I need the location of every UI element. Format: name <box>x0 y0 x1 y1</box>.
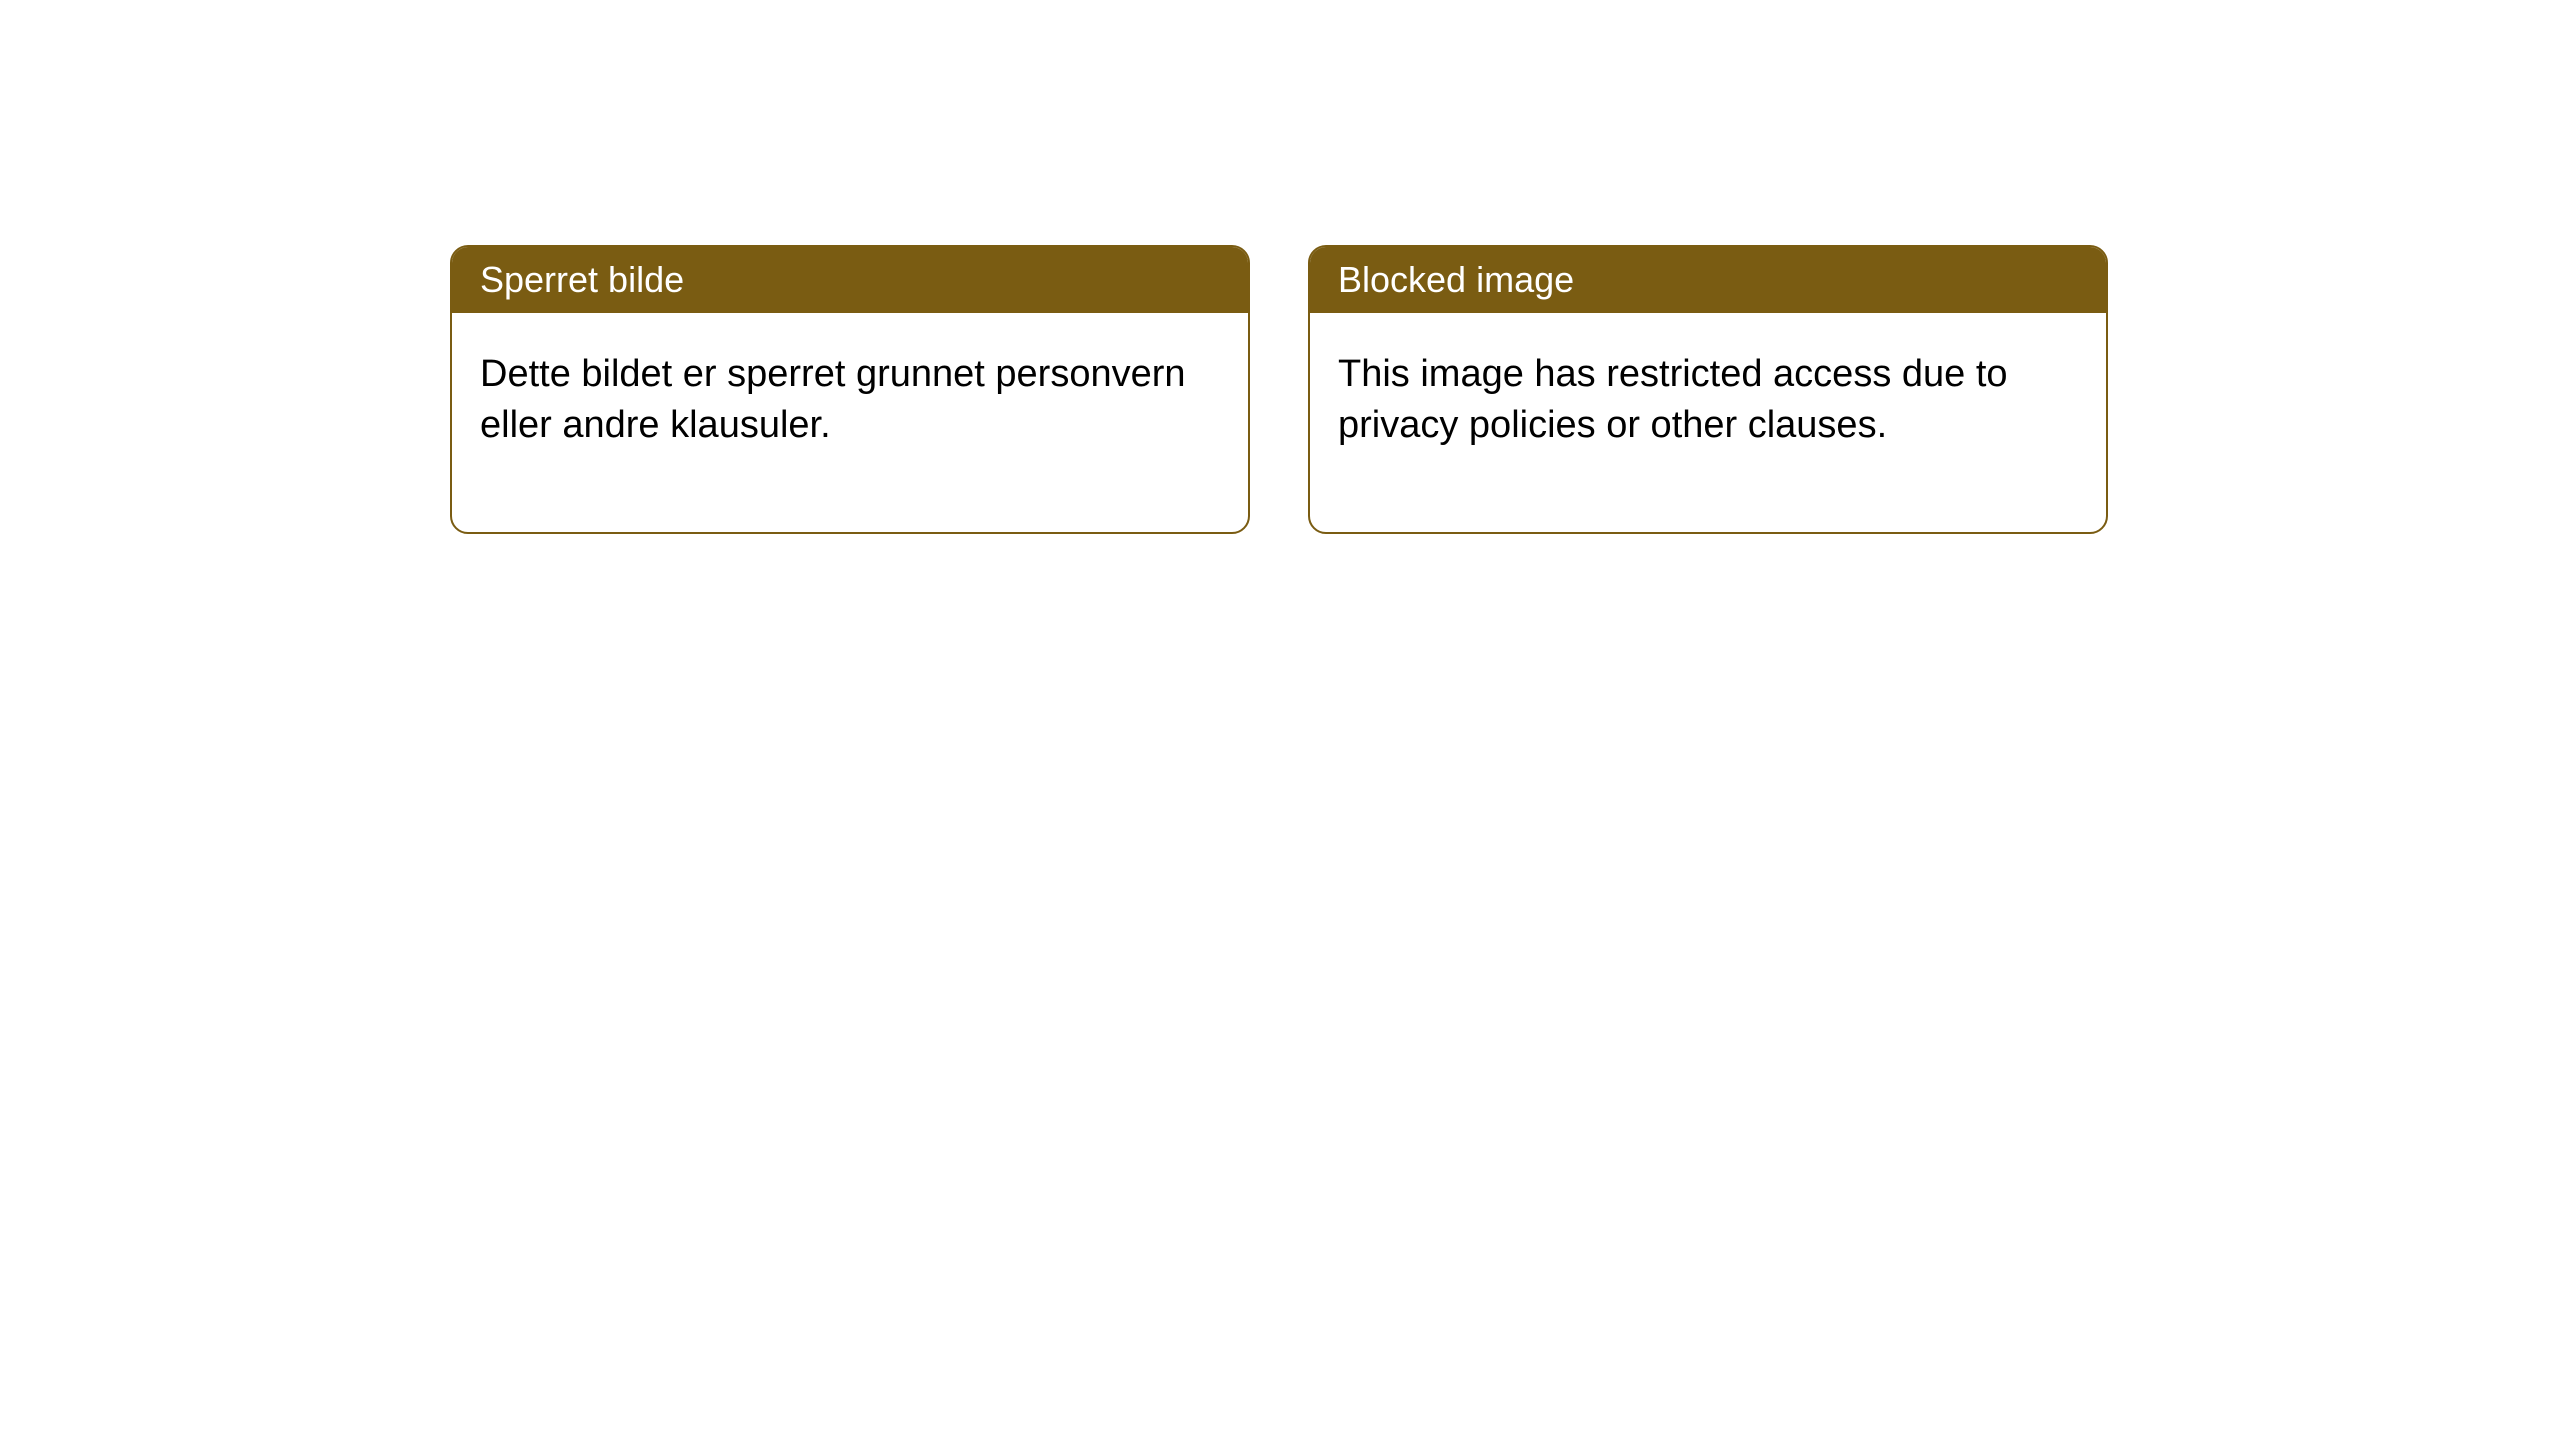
notice-title-norwegian: Sperret bilde <box>452 247 1248 313</box>
notice-body-norwegian: Dette bildet er sperret grunnet personve… <box>452 313 1248 532</box>
notice-body-english: This image has restricted access due to … <box>1310 313 2106 532</box>
notice-card-english: Blocked image This image has restricted … <box>1308 245 2108 534</box>
notice-container: Sperret bilde Dette bildet er sperret gr… <box>450 245 2108 534</box>
notice-card-norwegian: Sperret bilde Dette bildet er sperret gr… <box>450 245 1250 534</box>
notice-title-english: Blocked image <box>1310 247 2106 313</box>
